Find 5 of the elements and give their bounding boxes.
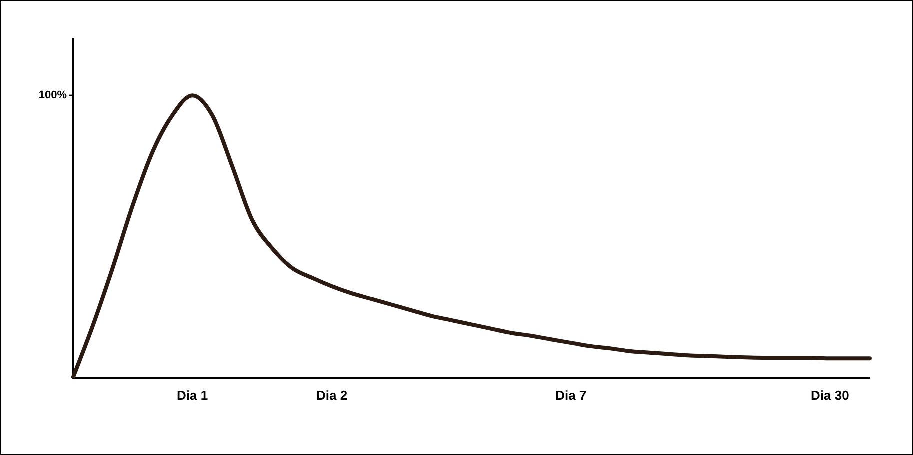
- x-tick-label: Dia 2: [316, 388, 348, 403]
- x-tick-label: Dia 1: [177, 388, 208, 403]
- x-tick-label: Dia 7: [556, 388, 587, 403]
- text: 100%: [38, 90, 68, 102]
- x-tick-label: Dia 30: [810, 388, 850, 403]
